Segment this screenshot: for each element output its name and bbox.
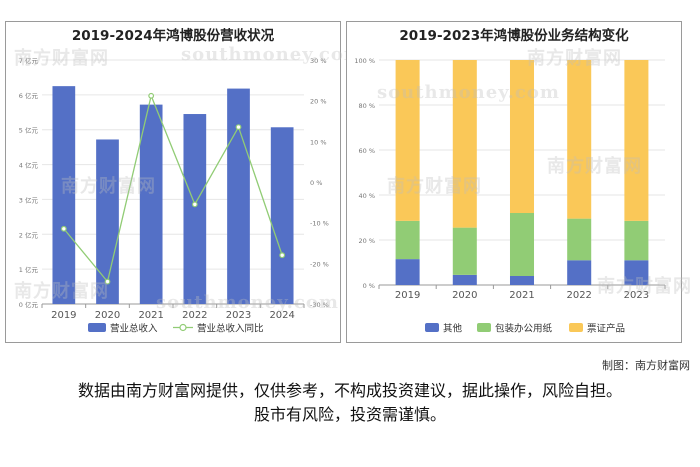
x-tick-label: 2022 — [566, 290, 591, 301]
y-left-tick-label: 4 亿元 — [19, 161, 39, 170]
bar-segment — [452, 274, 477, 285]
chart-title: 2019-2024年鸿博股份营收状况 — [71, 28, 275, 44]
y-left-tick-label: 0 亿元 — [19, 300, 39, 309]
bar — [96, 139, 119, 304]
legend-label: 其他 — [443, 323, 463, 335]
y-right-tick-label: -20 % — [310, 260, 329, 268]
yoy-point — [104, 278, 111, 285]
yoy-point — [279, 252, 286, 259]
y-tick-label: 100 % — [354, 57, 375, 65]
y-right-tick-label: -10 % — [310, 220, 329, 228]
disclaimer-text: 数据由南方财富网提供，仅供参考，不构成投资建议，据此操作，风险自担。 — [77, 381, 622, 400]
bar-segment — [395, 60, 420, 221]
y-tick-label: 60 % — [358, 147, 375, 155]
bar-segment — [509, 276, 535, 285]
y-tick-label: 40 % — [358, 192, 375, 200]
y-tick-label: 0 % — [363, 282, 375, 290]
y-right-tick-label: 0 % — [310, 179, 322, 187]
y-tick-label: 80 % — [358, 102, 375, 110]
bar — [270, 127, 294, 304]
x-tick-label: 2023 — [624, 290, 649, 301]
x-tick-label: 2022 — [182, 310, 207, 321]
x-tick-label: 2020 — [95, 310, 120, 321]
chart-title: 2019-2023年鸿博股份业务结构变化 — [399, 28, 629, 44]
bar-segment — [567, 60, 592, 219]
yoy-point — [148, 92, 155, 99]
y-left-tick-label: 7 亿元 — [19, 56, 39, 65]
bar-segment — [624, 260, 649, 285]
bar-segment — [452, 60, 477, 228]
bar-segment — [509, 60, 535, 213]
chart-credit: 制图：南方财富网 — [602, 359, 690, 372]
y-left-tick-label: 6 亿元 — [19, 91, 39, 100]
x-tick-label: 2020 — [452, 290, 477, 301]
bar-segment — [509, 213, 535, 276]
x-tick-label: 2019 — [51, 310, 76, 321]
y-left-tick-label: 1 亿元 — [19, 265, 39, 274]
y-tick-label: 20 % — [358, 237, 375, 245]
disclaimer-text: 股市有风险，投资需谨慎。 — [253, 405, 446, 424]
legend-swatch — [425, 323, 439, 332]
structure-chart: 0 % 20 % 40 % 60 % 80 % 100 % 2019 2020 2021 2022… — [354, 57, 666, 335]
legend-swatch — [88, 323, 106, 332]
bar — [183, 114, 207, 305]
y-left-tick-label: 3 亿元 — [19, 195, 39, 204]
legend-swatch — [569, 323, 583, 332]
bar-segment — [567, 260, 592, 285]
y-right-tick-label: 20 % — [310, 98, 327, 106]
bar — [227, 88, 250, 304]
x-tick-label: 2021 — [138, 310, 163, 321]
yoy-point — [60, 225, 67, 232]
x-tick-label: 2019 — [395, 290, 420, 301]
bar-segment — [395, 220, 420, 260]
bar-segment — [452, 227, 477, 275]
bar-segment — [624, 220, 649, 261]
bar-segment — [624, 60, 649, 221]
y-right-tick-label: 30 % — [310, 57, 327, 65]
y-left-tick-label: 5 亿元 — [19, 126, 39, 135]
legend-label: 票证产品 — [587, 323, 625, 335]
y-right-tick-label: 10 % — [310, 138, 327, 146]
legend-label: 包装办公用纸 — [495, 323, 553, 335]
x-tick-label: 2024 — [269, 310, 294, 321]
legend-label: 营业总收入 — [110, 323, 158, 335]
y-right-tick-label: -30 % — [310, 301, 329, 309]
x-tick-label: 2023 — [226, 310, 251, 321]
legend-swatch — [477, 323, 491, 332]
bar — [139, 104, 163, 304]
x-tick-label: 2021 — [509, 290, 534, 301]
legend-swatch — [179, 323, 187, 332]
yoy-point — [235, 124, 242, 130]
legend-label: 营业总收入同比 — [197, 323, 264, 335]
bar — [52, 86, 76, 305]
y-left-tick-label: 2 亿元 — [19, 230, 39, 239]
yoy-line — [63, 93, 283, 284]
yoy-point — [191, 201, 198, 208]
bar-segment — [395, 259, 420, 285]
revenue-chart-panel: 2019-2024年鸿博股份营收状况 0 亿元 1 亿元 2 亿元 3 亿元 4 亿元 5… — [5, 21, 363, 343]
bar-segment — [567, 218, 592, 261]
structure-chart-panel: 2019-2023年鸿博股份业务结构变化 0 % 20 % 40 % 60 % 80 %… — [346, 21, 691, 343]
revenue-chart: 0 亿元 1 亿元 2 亿元 3 亿元 4 亿元 5 亿元 6 亿元 7 亿元 -30 % -20… — [19, 56, 329, 335]
